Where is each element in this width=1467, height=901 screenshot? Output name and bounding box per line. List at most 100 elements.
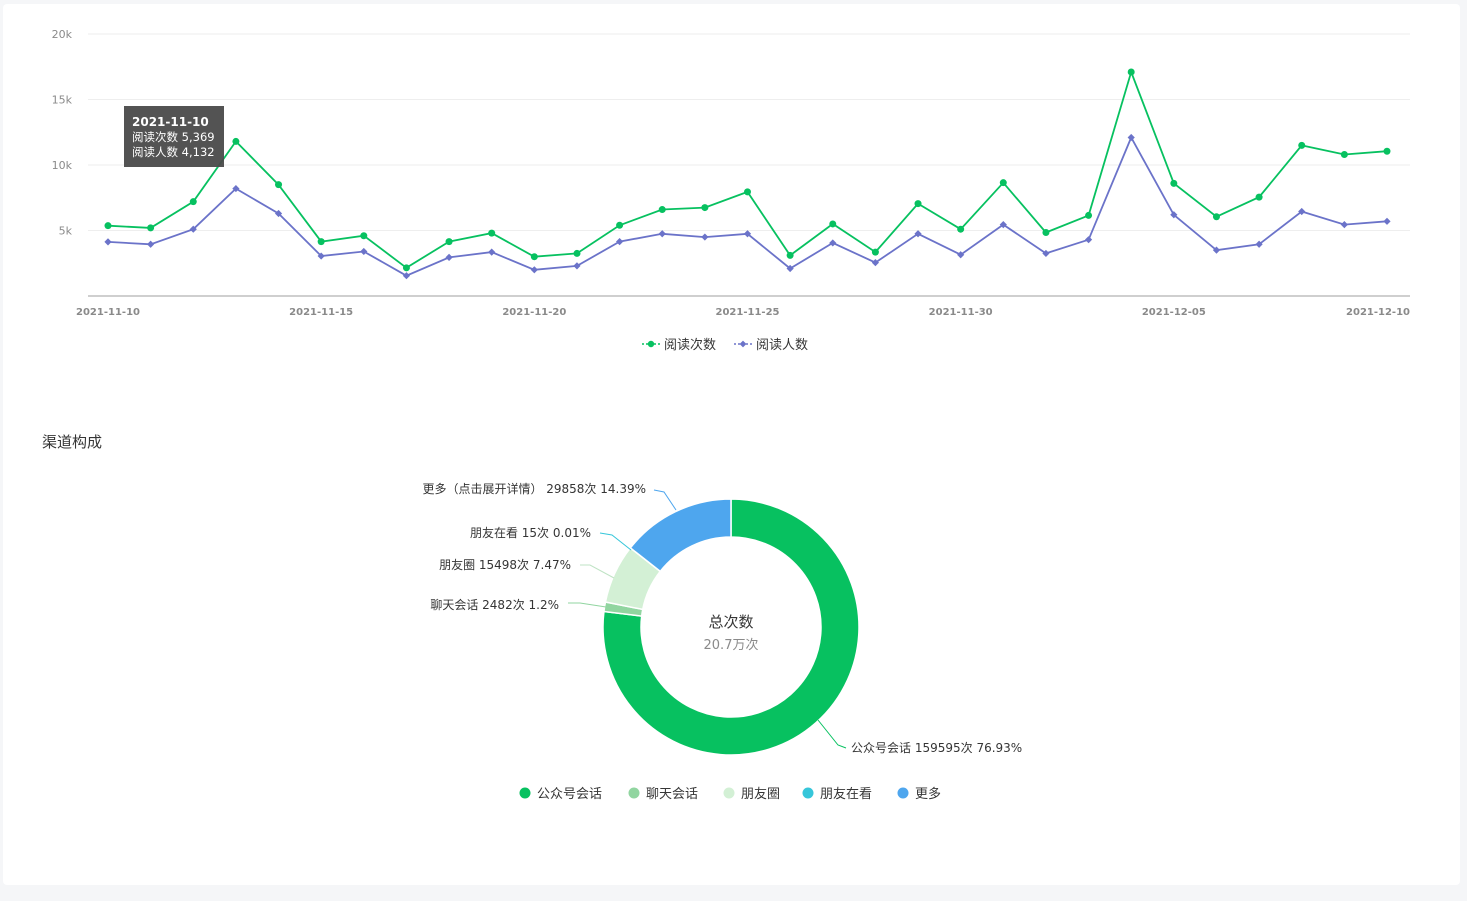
data-point[interactable] (999, 179, 1007, 187)
legend-label: 更多 (915, 786, 941, 802)
y-tick-label: 20k (52, 28, 73, 41)
data-point[interactable] (445, 238, 453, 246)
data-point[interactable] (871, 258, 879, 267)
data-point[interactable] (317, 238, 325, 246)
data-point[interactable] (1255, 240, 1263, 248)
data-point[interactable] (1340, 151, 1348, 159)
leader-line (568, 602, 607, 608)
data-point[interactable] (573, 262, 581, 270)
data-point[interactable] (232, 137, 240, 145)
data-point[interactable] (871, 248, 879, 256)
donut-slice[interactable] (629, 498, 732, 573)
data-point[interactable] (1127, 133, 1135, 142)
data-point[interactable] (1340, 221, 1348, 229)
data-point[interactable] (744, 188, 751, 196)
slice-label: 朋友在看 15次 0.01% (470, 526, 591, 540)
legend-label: 阅读次数 (664, 337, 716, 353)
slice-label[interactable]: 更多（点击展开详情） 29858次 14.39% (422, 481, 646, 496)
data-point[interactable] (1255, 193, 1263, 201)
data-point[interactable] (189, 225, 197, 233)
data-point[interactable] (829, 239, 837, 247)
legend-item-3[interactable]: 朋友圈 (723, 786, 781, 802)
data-point[interactable] (1298, 207, 1306, 216)
data-point[interactable] (1212, 213, 1220, 221)
legend-label: 朋友圈 (741, 786, 780, 802)
data-point[interactable] (701, 233, 709, 241)
y-tick-label: 10k (52, 159, 73, 172)
data-point[interactable] (743, 230, 752, 238)
data-point[interactable] (445, 253, 453, 261)
data-point[interactable] (104, 222, 112, 230)
legend-dot (519, 787, 531, 799)
data-point[interactable] (1042, 228, 1050, 236)
x-tick-label: 2021-11-10 (76, 307, 140, 318)
legend-item-5[interactable]: 更多 (897, 786, 942, 802)
data-point[interactable] (360, 232, 368, 240)
legend-item-2[interactable]: 阅读人数 (734, 338, 808, 353)
x-tick-label: 2021-12-05 (1142, 307, 1206, 318)
data-point[interactable] (701, 204, 709, 212)
legend-item-4[interactable]: 朋友在看 (802, 786, 873, 802)
tooltip-box (124, 106, 224, 167)
chart-legend: 阅读次数 阅读人数 (642, 337, 808, 353)
leader-line (599, 532, 632, 551)
legend-marker (647, 340, 655, 348)
data-point[interactable] (957, 251, 965, 259)
data-point[interactable] (1127, 68, 1135, 76)
x-tick-label: 2021-11-20 (502, 307, 566, 318)
data-point[interactable] (1170, 179, 1178, 187)
data-point[interactable] (914, 200, 922, 208)
data-point[interactable] (402, 264, 410, 272)
center-value: 20.7万次 (704, 637, 759, 653)
data-point[interactable] (317, 252, 325, 260)
leader-line (817, 719, 847, 749)
data-point[interactable] (1042, 249, 1050, 258)
legend-label: 公众号会话 (537, 787, 602, 802)
x-tick-label: 2021-12-10 (1346, 307, 1410, 318)
data-point[interactable] (488, 248, 496, 256)
data-point[interactable] (658, 230, 666, 238)
data-point[interactable] (1383, 147, 1391, 155)
data-point[interactable] (1383, 217, 1391, 225)
data-point[interactable] (402, 272, 411, 280)
data-point[interactable] (1170, 211, 1178, 219)
data-point[interactable] (573, 249, 581, 257)
data-point[interactable] (829, 220, 837, 228)
data-point[interactable] (616, 221, 624, 229)
data-point[interactable] (530, 253, 538, 261)
data-point[interactable] (616, 238, 624, 246)
data-point[interactable] (658, 206, 666, 214)
data-point[interactable] (957, 225, 965, 233)
data-point[interactable] (1084, 236, 1093, 244)
data-point[interactable] (232, 184, 240, 193)
data-point[interactable] (1085, 211, 1093, 219)
data-point[interactable] (275, 181, 283, 189)
leader-line (580, 564, 615, 579)
data-point[interactable] (914, 230, 922, 238)
data-point[interactable] (999, 221, 1007, 229)
data-point[interactable] (104, 238, 112, 246)
data-point[interactable] (786, 264, 794, 273)
data-point[interactable] (1298, 141, 1306, 149)
legend-label: 朋友在看 (820, 786, 872, 802)
data-point[interactable] (147, 240, 155, 248)
data-point[interactable] (1212, 246, 1221, 254)
legend-label: 聊天会话 (646, 787, 698, 802)
data-point[interactable] (147, 224, 155, 232)
legend-item-1[interactable]: 阅读次数 (642, 337, 716, 353)
slice-label: 聊天会话 2482次 1.2% (430, 598, 559, 612)
data-point[interactable] (189, 198, 197, 206)
leader-line (653, 489, 677, 511)
donut-slice[interactable] (602, 498, 860, 756)
legend-dot (897, 787, 909, 799)
data-point[interactable] (530, 266, 538, 274)
data-point[interactable] (488, 229, 496, 237)
tooltip-line: 阅读次数 5,369 (132, 130, 215, 144)
data-point[interactable] (360, 247, 368, 256)
legend-item-2[interactable]: 聊天会话 (628, 787, 699, 802)
legend-item-1[interactable]: 公众号会话 (519, 787, 603, 802)
data-point[interactable] (786, 251, 794, 259)
data-point[interactable] (274, 209, 283, 218)
x-tick-label: 2021-11-25 (716, 307, 780, 318)
